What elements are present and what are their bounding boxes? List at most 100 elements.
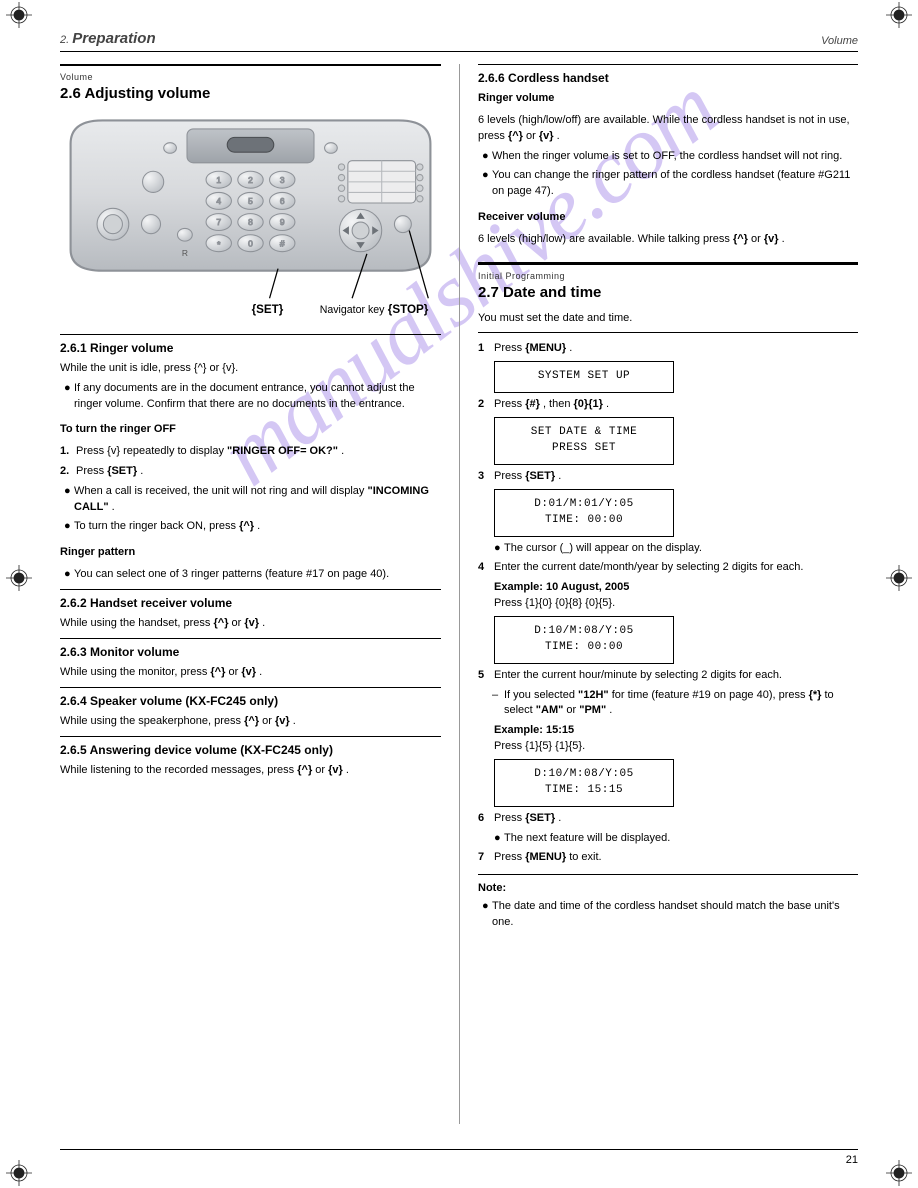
text-line: or	[566, 704, 579, 716]
text-line: Press	[494, 342, 525, 354]
text-line: or	[262, 715, 275, 727]
subsection: 2.6.5 Answering device volume (KX-FC245 …	[60, 736, 441, 757]
sub-heading: Ringer pattern	[60, 545, 441, 561]
subsection: 2.6.2 Handset receiver volume	[60, 589, 441, 610]
lcd-display-box: D:10/M:08/Y:05 TIME: 15:15	[494, 759, 674, 807]
page-number: 21	[846, 1154, 858, 1166]
control-panel-icon: 1 2 3 4 5 6 7 8 9	[60, 112, 441, 324]
text-line: Example: 10 August, 2005	[494, 580, 858, 596]
text-line: {^}	[239, 520, 254, 532]
lcd-display-box: SET DATE & TIME PRESS SET	[494, 417, 674, 465]
svg-text:Navigator key: Navigator key	[320, 304, 385, 316]
lcd-display-box: SYSTEM SET UP	[494, 361, 674, 393]
text-line: {v}	[241, 666, 256, 678]
text-line: The date and time of the cordless handse…	[492, 899, 858, 931]
text-line: {MENU}	[525, 851, 566, 863]
text-line: Example: 15:15	[494, 723, 858, 739]
text-line: TIME: 00:00	[505, 513, 663, 529]
subsection-title: 2.6.6 Cordless handset	[478, 71, 858, 85]
text-line: {#}	[525, 398, 540, 410]
text-line: Press	[494, 398, 525, 410]
svg-text:{SET}: {SET}	[252, 303, 284, 316]
section-label: Volume	[821, 35, 858, 47]
svg-text:6: 6	[280, 196, 285, 206]
text-line: to exit.	[569, 851, 601, 863]
text-line: TIME: 00:00	[505, 640, 663, 656]
text-line: .	[557, 130, 560, 142]
text-line: TIME: 15:15	[505, 783, 663, 799]
text-line: Press	[494, 851, 525, 863]
svg-text:4: 4	[216, 196, 221, 206]
bullet-item: ● To turn the ringer back ON, press {^} …	[64, 519, 441, 535]
text-line: You can change the ringer pattern of the…	[492, 168, 858, 200]
text-line: {^}	[213, 617, 228, 629]
fax-control-panel-figure: 1 2 3 4 5 6 7 8 9	[60, 112, 441, 324]
subsection-title: 2.6.2 Handset receiver volume	[60, 596, 441, 610]
list-step: 3 Press {SET} .	[478, 469, 858, 485]
lcd-display-box: D:10/M:08/Y:05 TIME: 00:00	[494, 616, 674, 664]
dash-item: – If you selected "12H" for time (featur…	[492, 688, 858, 720]
text-line: The next feature will be displayed.	[504, 831, 670, 847]
registration-mark-icon	[6, 1160, 32, 1186]
subsection-title: 2.6.4 Speaker volume (KX-FC245 only)	[60, 694, 441, 708]
text-line: , then	[543, 398, 574, 410]
text-line: When the ringer volume is set to OFF, th…	[492, 149, 842, 165]
svg-text:2: 2	[248, 175, 253, 185]
text-line: {SET}	[525, 812, 555, 824]
svg-text:1: 1	[216, 175, 221, 185]
text-line: or	[228, 666, 241, 678]
section-category: Volume	[60, 72, 441, 82]
text-line: {MENU}	[525, 342, 566, 354]
text-line: Press {1}{0} {0}{8} {0}{5}.	[494, 596, 858, 612]
svg-text:9: 9	[280, 217, 285, 227]
text-line: {v}	[539, 130, 554, 142]
text-line: The cursor (_) will appear on the displa…	[504, 541, 702, 557]
subsection-title: 2.6.5 Answering device volume (KX-FC245 …	[60, 743, 441, 757]
text-line: Enter the current date/month/year by sel…	[494, 560, 803, 576]
text-line: {v}	[275, 715, 290, 727]
text-line: You can select one of 3 ringer patterns …	[74, 567, 389, 583]
list-step: 6 Press {SET} .	[478, 811, 858, 827]
body-text: Ringer volume 6 levels (high/low/off) ar…	[478, 91, 858, 248]
text-line: 6 levels (high/low) are available. While…	[478, 233, 733, 245]
text-line: or	[751, 233, 764, 245]
body-text: While the unit is idle, press {^} or {v}…	[60, 361, 441, 583]
note-block: Note: ● The date and time of the cordles…	[478, 881, 858, 931]
sub-heading: Ringer volume	[478, 91, 858, 107]
body-text: While using the handset, press {^} or {v…	[60, 616, 441, 632]
list-step: 4 Enter the current date/month/year by s…	[478, 560, 858, 576]
text-line: Press {v} repeatedly to display	[76, 445, 227, 457]
text-line: You must set the date and time.	[478, 311, 858, 327]
text-line: .	[558, 470, 561, 482]
text-line: .	[257, 520, 260, 532]
svg-text:#: #	[280, 238, 285, 248]
chapter-header: 2. Preparation Volume	[60, 30, 858, 52]
subsection-title: 2.6.3 Monitor volume	[60, 645, 441, 659]
section-title: 2.7 Date and time	[478, 284, 858, 301]
body-text: While using the speakerphone, press {^} …	[60, 714, 441, 730]
text-line: {^}	[733, 233, 748, 245]
section-title: 2.6 Adjusting volume	[60, 85, 441, 102]
text-line: If any documents are in the document ent…	[74, 381, 441, 413]
note-label: Note:	[478, 881, 858, 897]
text-line: Press {1}{5} {1}{5}.	[494, 739, 858, 755]
text-line: D:10/M:08/Y:05	[505, 767, 663, 783]
body-text: While listening to the recorded messages…	[60, 763, 441, 779]
text-line: "PM"	[579, 704, 606, 716]
subsection: 2.6.4 Speaker volume (KX-FC245 only)	[60, 687, 441, 708]
text-line: While using the speakerphone, press	[60, 715, 244, 727]
page-footer: 21	[60, 1149, 858, 1166]
text-line: {v}	[764, 233, 779, 245]
text-line: Press	[494, 470, 525, 482]
bullet-item: ● You can change the ringer pattern of t…	[482, 168, 858, 200]
svg-text:R: R	[182, 248, 188, 258]
bullet-item: ● The next feature will be displayed.	[494, 831, 858, 847]
text-line: {*}	[809, 689, 822, 701]
list-step: 5 Enter the current hour/minute by selec…	[478, 668, 858, 684]
text-line: or	[315, 764, 328, 776]
text-line: While the unit is idle, press {^} or {v}…	[60, 361, 441, 377]
body-text: While using the monitor, press {^} or {v…	[60, 665, 441, 681]
registration-mark-icon	[886, 565, 912, 591]
subsection: 2.6.1 Ringer volume	[60, 334, 441, 355]
list-step: 7 Press {MENU} to exit.	[478, 850, 858, 866]
